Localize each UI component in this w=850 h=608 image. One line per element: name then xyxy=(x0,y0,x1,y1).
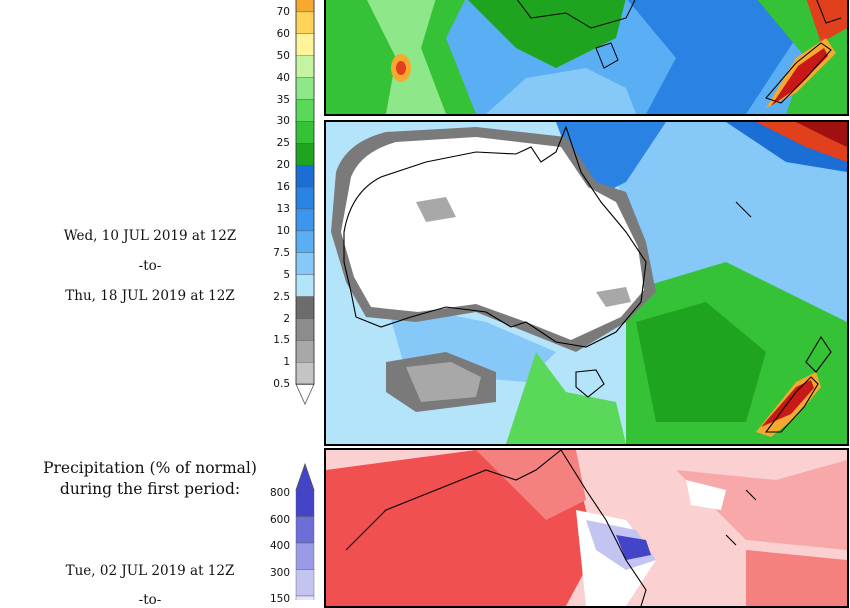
precip-colorbar-label: 25 xyxy=(276,137,290,150)
precip-colorbar-swatch xyxy=(295,143,315,166)
precip-colorbar-label: 1.5 xyxy=(273,334,290,347)
percent-colorbar-swatches xyxy=(295,462,315,608)
precip-colorbar-swatch xyxy=(295,274,315,297)
precip-colorbar-swatch xyxy=(295,0,315,13)
precip-colorbar-label: 35 xyxy=(276,93,290,106)
precip-colorbar-swatch xyxy=(295,164,315,188)
percent-colorbar-swatch xyxy=(295,516,315,544)
precip-map-top xyxy=(326,0,847,114)
period-end-date: Thu, 18 JUL 2019 at 12Z xyxy=(65,288,235,304)
precip-colorbar-label: 7.5 xyxy=(273,246,290,259)
percent-colorbar-swatch xyxy=(295,489,315,517)
map-panel-middle xyxy=(324,120,849,446)
percent-map-bottom xyxy=(326,450,847,606)
map-panel-bottom xyxy=(324,448,849,608)
precip-colorbar-label: 50 xyxy=(276,49,290,62)
precip-colorbar-label: 30 xyxy=(276,115,290,128)
precip-colorbar-swatch xyxy=(295,362,315,385)
percent-normal-title: Precipitation (% of normal) during the f… xyxy=(20,458,280,500)
percent-colorbar-label: 300 xyxy=(269,566,290,579)
side-panel: Wed, 10 JUL 2019 at 12Z -to- Thu, 18 JUL… xyxy=(0,0,320,608)
precip-colorbar: 8070605040353025201613107.552.521.510.5 xyxy=(230,0,320,420)
percent-colorbar-swatch xyxy=(295,569,315,597)
precip-colorbar-swatch xyxy=(295,230,315,253)
precip-colorbar-label: 20 xyxy=(276,159,290,172)
precip-colorbar-swatch xyxy=(295,186,315,210)
percent-title-line1: Precipitation (% of normal) xyxy=(43,459,257,477)
second-period-start-date: Tue, 02 JUL 2019 at 12Z xyxy=(65,563,235,579)
precip-colorbar-swatch xyxy=(295,33,315,56)
precip-colorbar-swatch xyxy=(295,318,315,341)
precip-colorbar-swatch xyxy=(295,11,315,34)
precip-map-middle xyxy=(326,122,847,444)
precip-colorbar-label: 40 xyxy=(276,71,290,84)
precip-colorbar-label: 1 xyxy=(283,356,290,369)
precip-colorbar-label: 2 xyxy=(283,312,290,325)
precip-colorbar-swatch xyxy=(295,99,315,122)
percent-colorbar-upper-arrow xyxy=(295,462,315,491)
precip-colorbar-label: 2.5 xyxy=(273,290,290,303)
percent-colorbar-label: 400 xyxy=(269,540,290,552)
precip-colorbar-label: 16 xyxy=(276,181,290,194)
precip-colorbar-label: 10 xyxy=(276,224,290,237)
precip-colorbar-swatch xyxy=(295,296,315,319)
precip-colorbar-label: 70 xyxy=(276,5,290,18)
precip-colorbar-swatch xyxy=(295,340,315,363)
precip-colorbar-swatches xyxy=(295,0,315,406)
percent-title-line2: during the first period: xyxy=(59,480,241,498)
precip-colorbar-swatch xyxy=(295,252,315,275)
precip-colorbar-label: 0.5 xyxy=(273,378,290,391)
map-panel-top xyxy=(324,0,849,116)
precip-colorbar-label: 13 xyxy=(276,203,290,215)
precip-colorbar-swatch xyxy=(295,121,315,144)
percent-colorbar-swatch xyxy=(295,595,315,608)
precip-colorbar-swatch xyxy=(295,208,315,232)
percent-colorbar-label: 600 xyxy=(269,513,290,526)
precip-colorbar-swatch xyxy=(295,55,315,78)
period-separator: -to- xyxy=(138,258,162,274)
percent-colorbar-swatch xyxy=(295,542,315,570)
period-start-date: Wed, 10 JUL 2019 at 12Z xyxy=(63,228,237,244)
percent-colorbar: 800 600 400 300 150 xyxy=(230,462,320,608)
precip-colorbar-label: 5 xyxy=(283,268,290,281)
precip-colorbar-lower-arrow xyxy=(295,383,315,406)
precip-colorbar-swatch xyxy=(295,77,315,100)
percent-colorbar-label: 800 xyxy=(269,487,290,499)
percent-colorbar-label: 150 xyxy=(269,593,290,605)
precip-colorbar-label: 60 xyxy=(276,27,290,40)
